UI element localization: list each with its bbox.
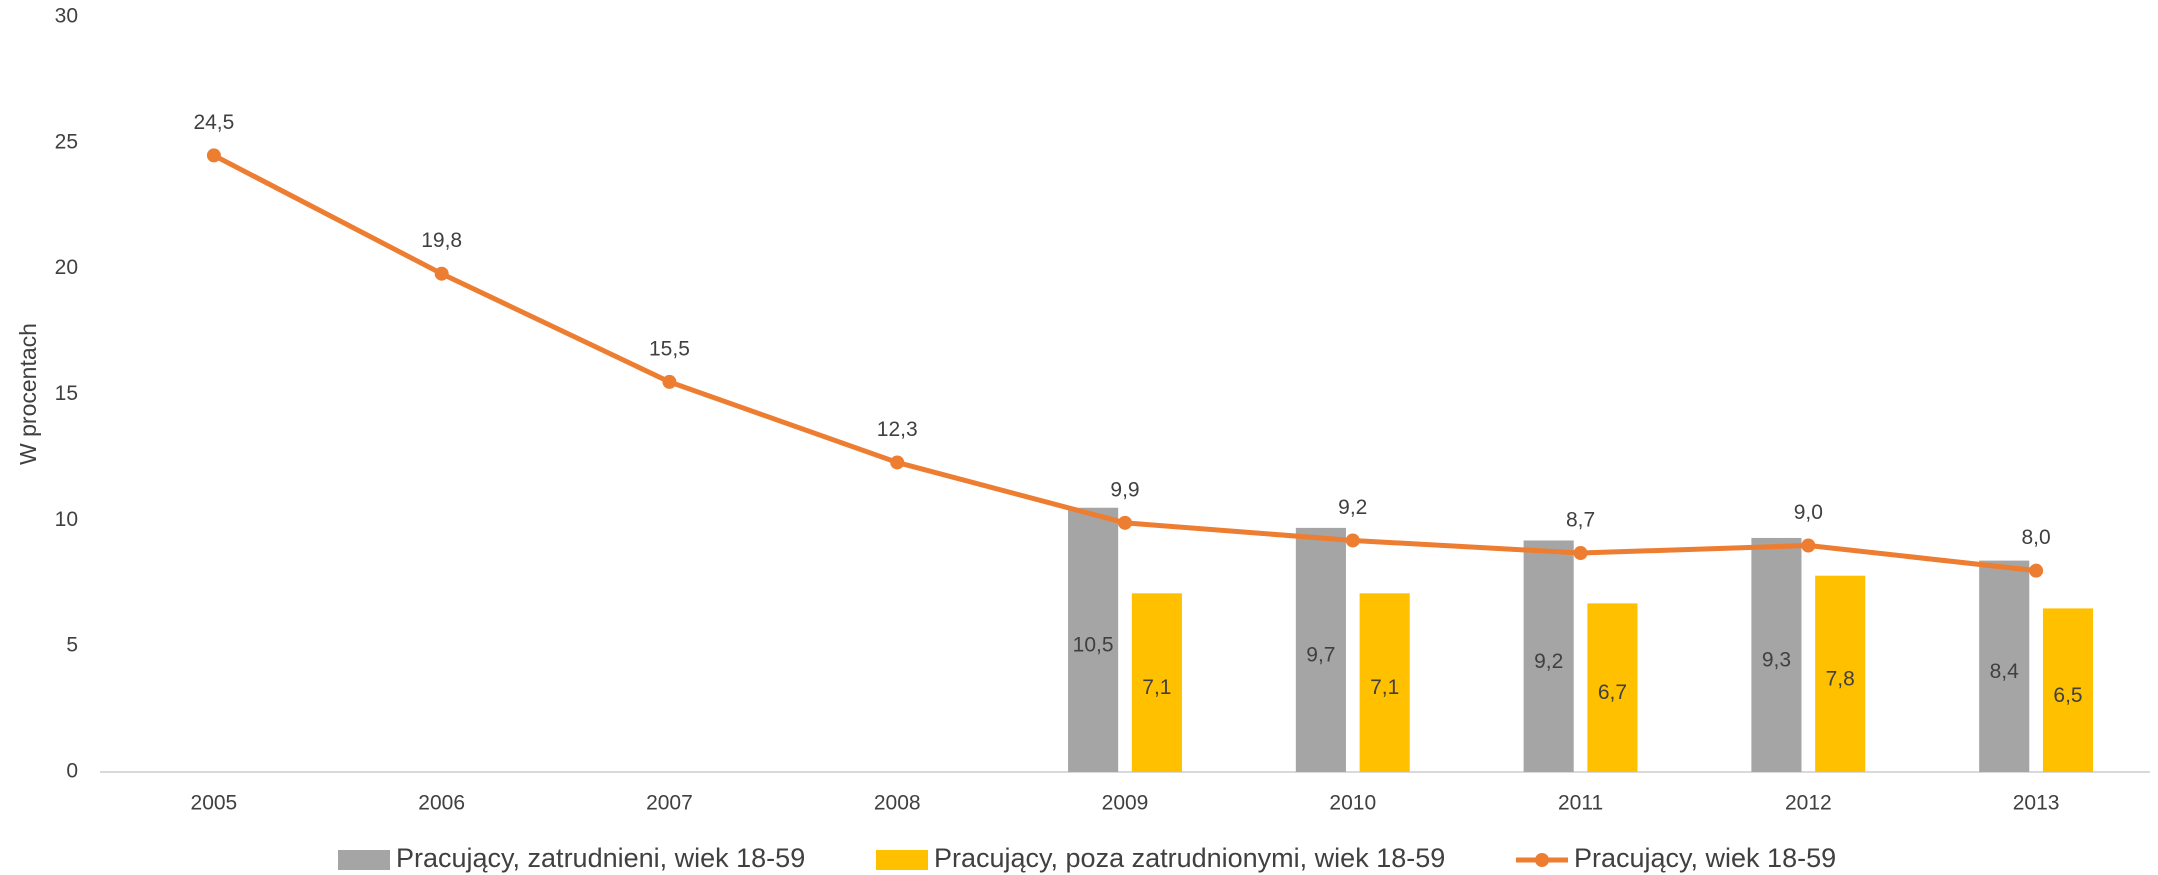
data-label: 9,3 bbox=[1762, 649, 1791, 672]
bar bbox=[1359, 593, 1410, 772]
y-tick-label: 5 bbox=[66, 634, 78, 657]
bar bbox=[1979, 560, 2030, 772]
line bbox=[212, 153, 2037, 574]
x-tick-label: 2009 bbox=[1102, 792, 1149, 815]
data-label: 24,5 bbox=[193, 111, 234, 134]
y-tick-label: 15 bbox=[55, 382, 78, 405]
data-label: 6,7 bbox=[1598, 681, 1627, 704]
data-label: 9,2 bbox=[1338, 496, 1367, 519]
x-tick-label: 2008 bbox=[874, 792, 921, 815]
data-label: 9,2 bbox=[1534, 650, 1563, 673]
legend-label: Pracujący, poza zatrudnionymi, wiek 18-5… bbox=[934, 843, 1445, 873]
point bbox=[662, 374, 677, 389]
bar bbox=[1295, 527, 1346, 772]
point bbox=[1573, 546, 1588, 561]
x-tick-label: 2010 bbox=[1329, 792, 1376, 815]
legend-swatch bbox=[1535, 853, 1549, 867]
y-tick-label: 20 bbox=[55, 256, 78, 279]
x-tick-label: 2012 bbox=[1785, 792, 1832, 815]
point bbox=[206, 148, 221, 163]
bar bbox=[1523, 540, 1574, 772]
legend-swatch bbox=[876, 850, 928, 870]
data-label: 15,5 bbox=[649, 337, 690, 360]
point bbox=[2029, 563, 2044, 578]
x-tick-label: 2007 bbox=[646, 792, 693, 815]
bar bbox=[2042, 608, 2094, 772]
point bbox=[1118, 515, 1132, 530]
x-tick-label: 2005 bbox=[191, 792, 238, 815]
bar bbox=[1068, 507, 1119, 772]
point bbox=[1345, 533, 1360, 548]
data-label: 7,1 bbox=[1142, 676, 1171, 699]
x-tick-label: 2013 bbox=[2013, 792, 2060, 815]
x-tick-label: 2006 bbox=[418, 792, 465, 815]
y-tick-label: 30 bbox=[55, 5, 78, 28]
legend-label: Pracujący, wiek 18-59 bbox=[1574, 843, 1836, 873]
data-label: 9,0 bbox=[1794, 501, 1823, 524]
data-label: 8,4 bbox=[1990, 660, 2020, 683]
x-tick-label: 2011 bbox=[1558, 792, 1603, 815]
data-label: 7,8 bbox=[1826, 667, 1855, 690]
bar bbox=[1815, 575, 1866, 772]
bar bbox=[1131, 593, 1182, 772]
legend-label: Pracujący, zatrudnieni, wiek 18-59 bbox=[396, 843, 805, 873]
data-label: 9,7 bbox=[1306, 643, 1335, 666]
data-label: 10,5 bbox=[1073, 633, 1114, 656]
point bbox=[434, 266, 449, 281]
data-label: 6,5 bbox=[2053, 684, 2082, 707]
data-label: 7,1 bbox=[1370, 676, 1399, 699]
bar bbox=[1751, 537, 1802, 772]
y-tick-label: 0 bbox=[66, 760, 78, 783]
bar bbox=[1587, 603, 1638, 772]
legend-swatch bbox=[338, 850, 390, 870]
data-label: 12,3 bbox=[877, 418, 918, 441]
data-label: 19,8 bbox=[421, 229, 462, 252]
y-tick-label: 10 bbox=[55, 508, 78, 531]
y-tick-label: 25 bbox=[55, 130, 78, 153]
data-label: 9,9 bbox=[1110, 478, 1139, 501]
point bbox=[890, 455, 905, 470]
data-label: 8,0 bbox=[2022, 526, 2051, 549]
point bbox=[1801, 538, 1816, 553]
y-axis-label: W procentach bbox=[15, 323, 41, 465]
data-label: 8,7 bbox=[1566, 509, 1595, 532]
